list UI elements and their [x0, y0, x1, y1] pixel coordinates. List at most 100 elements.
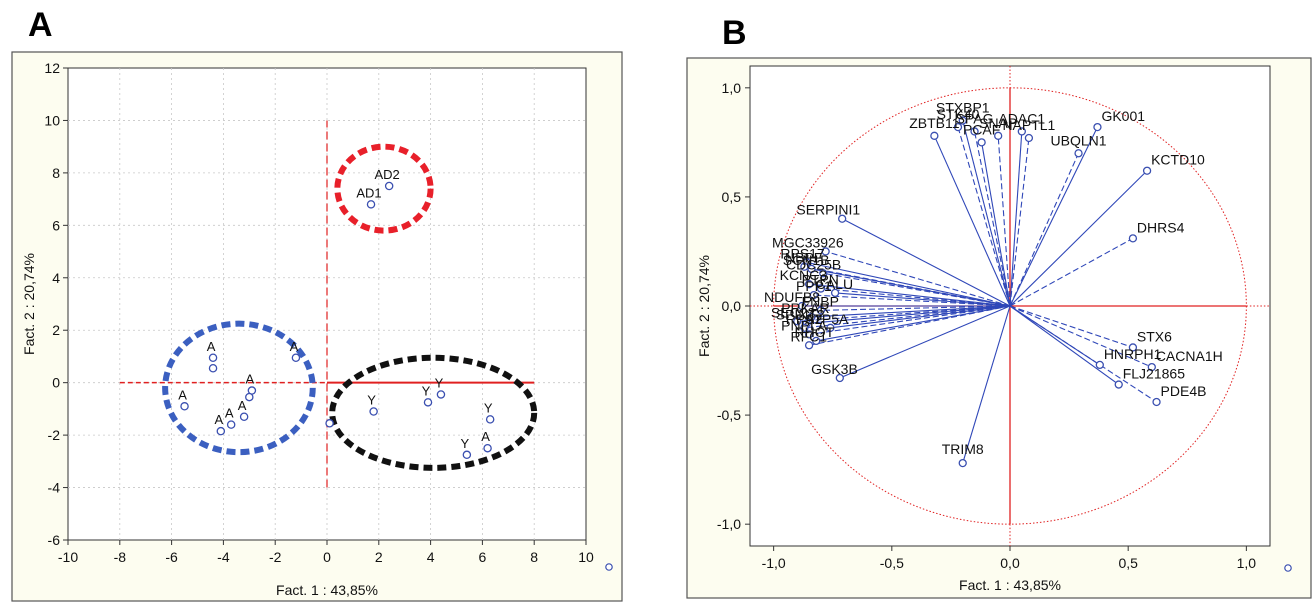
variable-label: RFC1 — [791, 328, 828, 344]
point-label: Y — [484, 400, 493, 415]
y-tick-label: 2 — [52, 322, 60, 338]
group-ellipse-red — [334, 143, 434, 234]
point-label: AD1 — [356, 185, 381, 200]
variable-label: SPAG — [956, 110, 994, 126]
data-point — [384, 181, 394, 191]
loading-point — [930, 131, 939, 140]
variable-label: NBPF — [785, 250, 822, 266]
data-point — [180, 402, 189, 411]
loading-vector — [811, 305, 1011, 318]
variable-label: FNBP — [802, 293, 839, 309]
variable-label: GK001 — [1101, 108, 1145, 124]
loading-vector — [957, 126, 1011, 307]
loading-point — [994, 131, 1003, 140]
variable-label: ATP5A — [805, 311, 849, 327]
loading-vector — [974, 131, 1011, 307]
point-label: A — [225, 406, 234, 421]
x-tick-label: -10 — [58, 549, 78, 565]
loading-point — [1024, 133, 1034, 143]
loading-vector — [806, 261, 1011, 307]
data-point — [366, 200, 376, 209]
variable-label: ZBTB11 — [909, 115, 960, 131]
variable-label: KCTD10 — [1151, 152, 1205, 168]
variable-label: DHRS4 — [1137, 219, 1185, 235]
panel-b-letter: B — [722, 14, 747, 52]
loading-point — [800, 323, 809, 332]
chart-b-frame — [686, 57, 1312, 599]
loading-point — [807, 312, 816, 322]
variable-label: SCN1B — [783, 252, 830, 268]
loading-vector — [1009, 170, 1148, 307]
variable-label: ADAC1 — [998, 110, 1045, 126]
variable-label: MGC33926 — [772, 234, 844, 250]
variable-label: CDC25B — [786, 256, 841, 272]
data-point — [226, 420, 236, 429]
variable-label: PDE4B — [1161, 383, 1207, 399]
loading-vector — [839, 305, 1011, 379]
loading-vector — [797, 305, 1011, 322]
y-tick-label: 0,0 — [722, 298, 742, 314]
variable-label: RPS17 — [780, 245, 825, 261]
y-tick-label: 12 — [44, 60, 60, 76]
y-tick-label: -4 — [48, 480, 61, 496]
variable-label: SPINT2 — [776, 306, 825, 322]
group-ellipse-blue — [162, 320, 316, 456]
loading-vector — [813, 294, 1011, 307]
loading-point — [953, 122, 963, 132]
x-tick-label: -2 — [269, 549, 282, 565]
loading-vector — [809, 305, 1011, 335]
loading-point — [1128, 234, 1138, 243]
loading-point — [1093, 122, 1102, 132]
x-tick-label: 0,0 — [1000, 555, 1020, 571]
data-point — [208, 353, 218, 363]
point-label: A — [214, 412, 223, 427]
x-tick-label: 6 — [479, 549, 487, 565]
loading-point — [821, 247, 830, 256]
y-tick-label: -0,5 — [717, 407, 741, 423]
loading-point — [1147, 362, 1156, 372]
loading-vector — [820, 287, 1011, 307]
variable-label: SERPINI1 — [796, 202, 860, 218]
point-label: A — [246, 372, 255, 387]
x-tick-label: -8 — [114, 549, 127, 565]
variable-label: STX6 — [1137, 328, 1172, 344]
y-tick-label: -2 — [48, 427, 61, 443]
variable-label: STK40 — [937, 106, 980, 122]
loading-point — [809, 290, 818, 300]
loading-point — [797, 301, 807, 311]
x-tick-label: 4 — [427, 549, 435, 565]
y-tick-label: 0,5 — [722, 189, 742, 205]
loading-point — [1074, 149, 1083, 158]
unit-circle — [773, 87, 1247, 525]
chart-b-plot-area — [749, 65, 1271, 547]
loading-vector — [1009, 131, 1023, 307]
loading-point — [835, 373, 844, 383]
loading-point — [958, 458, 967, 468]
x-axis-title: Fact. 1 : 43,85% — [276, 582, 378, 598]
loading-point — [816, 306, 826, 315]
loading-point — [807, 264, 816, 274]
variable-label: GSK3B — [811, 361, 858, 377]
data-point — [462, 450, 472, 460]
point-label: Y — [422, 383, 431, 398]
loading-vector — [933, 135, 1011, 307]
loading-vector — [809, 283, 1011, 307]
variable-label: CALU — [816, 276, 853, 292]
loading-point — [830, 288, 840, 298]
point-label: Y — [435, 375, 444, 390]
loading-vector — [1009, 305, 1134, 348]
loading-vector — [806, 305, 1011, 325]
loading-point — [1152, 397, 1161, 407]
y-tick-label: 10 — [44, 112, 60, 128]
loading-point — [1128, 343, 1138, 352]
point-label: A — [207, 339, 216, 354]
y-tick-label: 8 — [52, 165, 60, 181]
data-point — [485, 415, 495, 424]
data-point — [325, 419, 334, 428]
x-axis-title: Fact. 1 : 43,85% — [959, 577, 1061, 593]
loading-vector — [1009, 126, 1098, 307]
variable-label: NAPTL1 — [1002, 117, 1055, 133]
loading-point — [816, 284, 826, 293]
data-point — [423, 398, 433, 407]
variable-label: PPP1 — [796, 278, 832, 294]
